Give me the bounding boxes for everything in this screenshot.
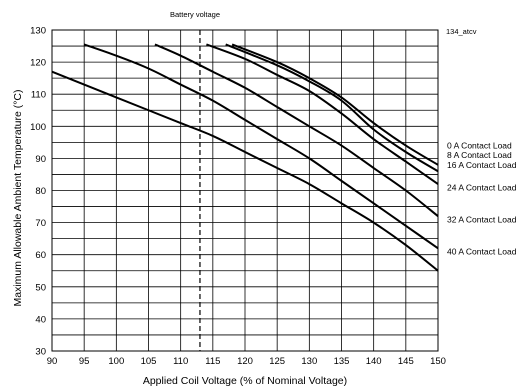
x-tick-label: 120	[237, 356, 253, 367]
y-tick-label: 80	[35, 186, 46, 197]
curve-label-4: 32 A Contact Load	[447, 214, 516, 224]
y-tick-label: 120	[30, 58, 46, 69]
curve-label-0: 0 A Contact Load	[447, 141, 512, 151]
y-tick-label: 60	[35, 250, 46, 261]
y-tick-label: 130	[30, 26, 46, 37]
y-tick-label: 110	[31, 90, 46, 101]
x-tick-label: 125	[269, 356, 285, 367]
curve-label-2: 16 A Contact Load	[447, 160, 516, 170]
y-tick-label: 30	[35, 347, 46, 358]
x-tick-label: 145	[398, 356, 414, 367]
x-tick-label: 130	[301, 356, 317, 367]
plot-frame	[51, 29, 439, 352]
x-tick-label: 95	[79, 356, 90, 367]
x-tick-label: 140	[366, 356, 382, 367]
series-line-1	[225, 43, 439, 173]
series-line-5	[51, 70, 439, 272]
curve-label-1: 8 A Contact Load	[447, 150, 512, 160]
x-tick-label: 110	[173, 356, 188, 367]
x-tick-label: 100	[108, 356, 124, 367]
series-group	[51, 43, 439, 272]
x-tick-label: 115	[205, 356, 220, 367]
x-tick-label: 135	[334, 356, 350, 367]
figure-code: 134_atcv	[446, 27, 477, 36]
series-line-3	[154, 43, 439, 217]
x-tick-label: 105	[141, 356, 157, 367]
grid	[52, 30, 438, 351]
y-tick-label: 70	[35, 218, 46, 229]
y-axis-label: Maximum Allowable Ambient Temperature (°…	[12, 89, 24, 306]
battery-voltage-label: Battery voltage	[170, 10, 220, 19]
series-line-0	[231, 43, 439, 166]
y-tick-label: 100	[30, 122, 46, 133]
x-axis-label: Applied Coil Voltage (% of Nominal Volta…	[143, 375, 347, 387]
x-tick-label: 150	[430, 356, 446, 367]
series-line-2	[206, 43, 439, 185]
y-tick-label: 50	[35, 282, 46, 293]
series-line-4	[83, 43, 439, 250]
curve-label-5: 40 A Contact Load	[447, 246, 516, 256]
y-tick-label: 40	[35, 314, 46, 325]
y-tick-label: 90	[35, 154, 46, 165]
tick-labels: 90 95 100 105 110 115 120 125 130 135 140 145 150 30 4…	[30, 26, 446, 368]
x-tick-label: 90	[47, 356, 58, 367]
curve-label-3: 24 A Contact Load	[447, 182, 516, 192]
